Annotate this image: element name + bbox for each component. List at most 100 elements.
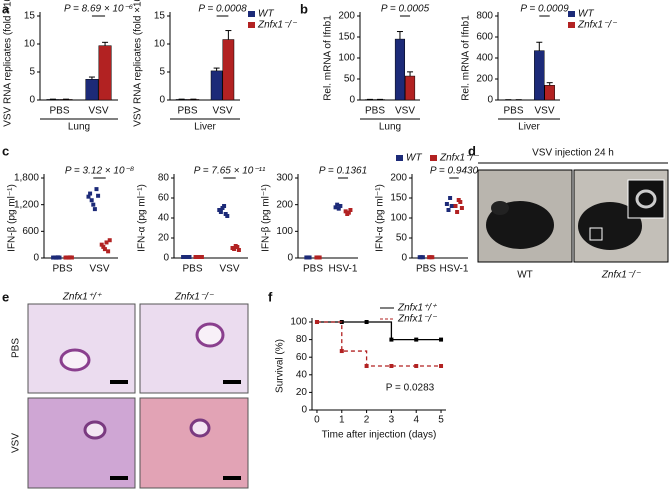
x-tick-label: VSV [395, 106, 415, 117]
bar [545, 85, 555, 100]
x-tick-label: HSV-1 [440, 264, 469, 275]
photo-label: Znfx1⁻/⁻ [601, 270, 641, 281]
y-tick-label: 800 [476, 11, 493, 22]
point [94, 187, 98, 191]
y-tick-label: 5 [159, 67, 165, 78]
y-tick-label: 60 [296, 352, 308, 363]
y-axis-label: Rel. mRNA of Ifnb1 [461, 15, 472, 101]
y-tick-label: 200 [390, 173, 407, 184]
y-tick-label: 5 [29, 67, 35, 78]
y-axis-label: IFN-β (pg ml⁻¹) [261, 184, 272, 252]
point [439, 338, 443, 342]
point [458, 200, 462, 204]
airway [191, 420, 209, 436]
mouse-ear [491, 201, 509, 215]
legend-swatch [430, 155, 437, 161]
legend-swatch [248, 22, 255, 28]
x-tick-label: 0 [314, 415, 320, 426]
legend-swatch [396, 155, 403, 161]
y-tick-label: 50 [344, 74, 356, 85]
y-axis-label: IFN-α (pg ml⁻¹) [137, 184, 148, 252]
point [96, 194, 100, 198]
micrograph [28, 304, 135, 393]
y-axis-label: VSV RNA replicates (fold ×10³) [133, 0, 144, 127]
point [57, 256, 61, 260]
group-label: Liver [194, 122, 216, 133]
point [448, 196, 452, 200]
point [222, 204, 226, 208]
x-tick-label: PBS [177, 106, 197, 117]
point [414, 338, 418, 342]
y-axis-label: IFN-α (pg ml⁻¹) [375, 184, 386, 252]
x-tick-label: HSV-1 [329, 264, 358, 275]
legend-swatch [248, 11, 255, 17]
legend-label: Znfx1⁻/⁻ [257, 20, 297, 31]
point [219, 210, 223, 214]
legend-label: WT [406, 153, 422, 164]
annotation: P = 0.1361 [319, 166, 367, 177]
y-tick-label: 600 [476, 32, 493, 43]
bar [223, 40, 234, 100]
point [439, 364, 443, 368]
legend-swatch [568, 22, 575, 28]
y-tick-label: 15 [24, 11, 36, 22]
x-tick-label: PBS [365, 106, 385, 117]
point [318, 255, 322, 259]
y-tick-label: 0 [349, 95, 355, 106]
x-tick-label: PBS [52, 264, 72, 275]
survival-line [317, 322, 441, 366]
airway [85, 422, 105, 438]
annotation: P = 0.9430 [430, 166, 479, 177]
x-tick-label: VSV [212, 106, 232, 117]
point [450, 204, 454, 208]
x-tick-label: VSV [534, 106, 554, 117]
point [460, 206, 464, 210]
y-tick-label: 80 [158, 173, 170, 184]
micrograph [28, 398, 135, 488]
x-tick-label: 5 [438, 415, 444, 426]
y-tick-label: 20 [158, 233, 170, 244]
point [106, 249, 110, 253]
annotation: P = 7.65 × 10⁻¹¹ [194, 166, 266, 177]
annotation: P = 3.12 × 10⁻⁸ [65, 166, 134, 177]
y-tick-label: 0 [33, 253, 39, 264]
point [338, 204, 342, 208]
point [108, 238, 112, 242]
point [90, 198, 94, 202]
panel-label: e [2, 289, 9, 304]
y-tick-label: 80 [296, 334, 308, 345]
x-tick-label: 1 [339, 415, 345, 426]
airway [61, 350, 89, 370]
bar [395, 39, 405, 100]
point [187, 255, 191, 259]
y-tick-label: 10 [24, 39, 36, 50]
y-tick-label: 100 [290, 317, 307, 328]
y-tick-label: 100 [338, 53, 355, 64]
legend-label: WT [258, 9, 274, 20]
y-tick-label: 40 [296, 369, 308, 380]
point [200, 255, 204, 259]
panel-label: c [2, 143, 9, 158]
x-tick-label: PBS [503, 106, 523, 117]
legend-label: WT [578, 9, 594, 20]
y-axis-label: Rel. mRNA of Ifnb1 [323, 15, 334, 101]
point [315, 320, 319, 324]
x-tick-label: PBS [49, 106, 69, 117]
x-tick-label: PBS [416, 264, 436, 275]
y-tick-label: 600 [22, 226, 39, 237]
point [430, 255, 434, 259]
x-axis-label: Time after injection (days) [322, 430, 437, 441]
point [70, 256, 74, 260]
panel-label: b [300, 1, 308, 16]
y-tick-label: 10 [154, 39, 166, 50]
annotation: P = 0.0009 [520, 4, 569, 15]
annotation: P = 0.0008 [198, 4, 247, 15]
zoom-inset [628, 180, 664, 218]
y-tick-label: 100 [390, 213, 407, 224]
x-tick-label: 2 [364, 415, 370, 426]
point [445, 202, 449, 206]
micrograph [140, 304, 248, 393]
y-tick-label: 150 [338, 32, 355, 43]
legend-label: Znfx1⁻/⁻ [439, 153, 479, 164]
